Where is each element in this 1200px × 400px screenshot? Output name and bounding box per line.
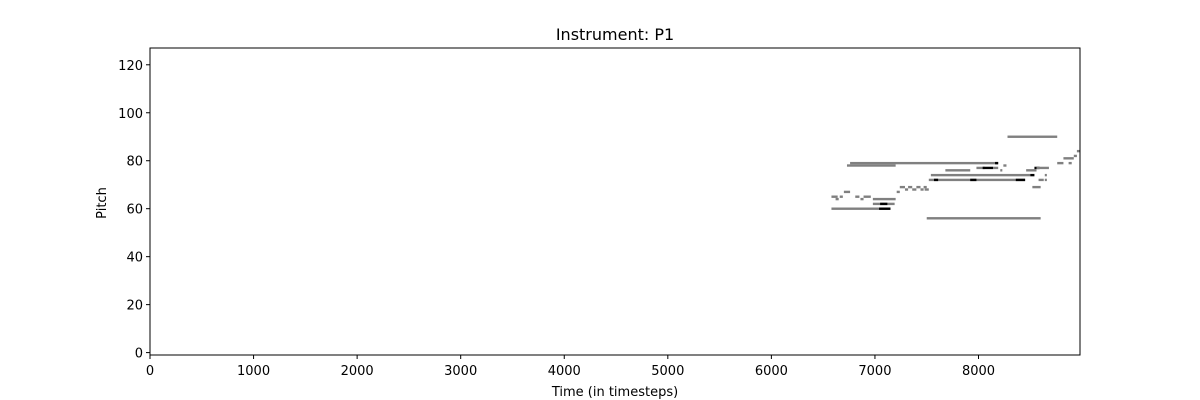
note-mark: [945, 169, 971, 172]
note-mark: [1015, 178, 1026, 182]
x-tick-label: 2000: [341, 364, 374, 379]
note-mark: [976, 166, 985, 170]
note-mark: [908, 185, 913, 189]
note-mark: [924, 188, 929, 191]
note-mark: [863, 195, 871, 198]
x-tick-label: 4000: [548, 364, 581, 379]
note-mark: [982, 166, 994, 170]
note-mark: [1044, 173, 1047, 177]
note-mark: [1030, 173, 1035, 177]
note-mark: [916, 185, 921, 189]
note-mark: [843, 190, 851, 194]
note-mark: [912, 188, 917, 191]
note-mark: [855, 195, 860, 198]
note-mark: [860, 197, 864, 201]
note-mark: [879, 207, 891, 210]
notes-layer: [831, 135, 1080, 220]
x-tick-label: 5000: [651, 364, 684, 379]
note-mark: [896, 190, 900, 194]
note-mark: [850, 161, 999, 165]
plot-area-frame: [149, 47, 1081, 356]
y-tick-label: 60: [126, 203, 143, 218]
note-mark: [1076, 149, 1080, 153]
note-mark: [899, 185, 905, 189]
y-axis: 0 20 40 60 80 100 120: [118, 59, 150, 362]
y-tick-label: 120: [118, 59, 143, 74]
y-tick-label: 40: [126, 251, 143, 266]
note-mark: [1032, 185, 1041, 189]
y-tick-label: 80: [126, 155, 143, 170]
y-tick-label: 20: [126, 299, 143, 314]
note-mark: [1073, 154, 1077, 158]
note-mark: [846, 164, 896, 167]
note-mark: [831, 207, 891, 210]
note-mark: [1038, 178, 1044, 182]
note-mark: [1007, 135, 1058, 138]
note-mark: [970, 178, 977, 182]
note-mark: [1003, 164, 1007, 167]
note-mark: [923, 185, 927, 189]
y-tick-label: 100: [118, 107, 143, 122]
chart-title: Instrument: P1: [556, 25, 674, 44]
note-mark: [880, 202, 888, 206]
note-mark: [930, 173, 1031, 177]
note-mark: [920, 188, 924, 191]
x-axis-label: Time (in timesteps): [551, 385, 678, 400]
note-mark: [1057, 161, 1064, 165]
note-mark: [872, 197, 896, 201]
note-mark: [1068, 161, 1072, 165]
note-mark: [1044, 178, 1047, 182]
x-tick-label: 8000: [962, 364, 995, 379]
x-tick-label: 6000: [755, 364, 788, 379]
x-tick-label: 1000: [237, 364, 270, 379]
x-tick-label: 7000: [858, 364, 891, 379]
note-mark: [933, 178, 939, 182]
y-tick-label: 0: [135, 347, 143, 362]
note-mark: [926, 217, 1041, 220]
x-tick-label: 3000: [444, 364, 477, 379]
note-mark: [928, 178, 1026, 182]
note-mark: [993, 166, 999, 170]
y-axis-label: Pitch: [95, 187, 110, 219]
note-mark: [835, 197, 839, 201]
note-mark: [1000, 169, 1003, 172]
note-mark: [1036, 166, 1049, 170]
note-mark: [831, 195, 838, 198]
note-mark: [995, 161, 999, 165]
x-axis: 0 1000 2000 3000 4000 5000 6000 7000 8000: [146, 355, 995, 379]
note-mark: [1026, 169, 1037, 172]
note-mark: [904, 188, 909, 191]
x-tick-label: 0: [146, 364, 154, 379]
note-mark: [839, 195, 843, 198]
note-mark: [1063, 157, 1074, 160]
